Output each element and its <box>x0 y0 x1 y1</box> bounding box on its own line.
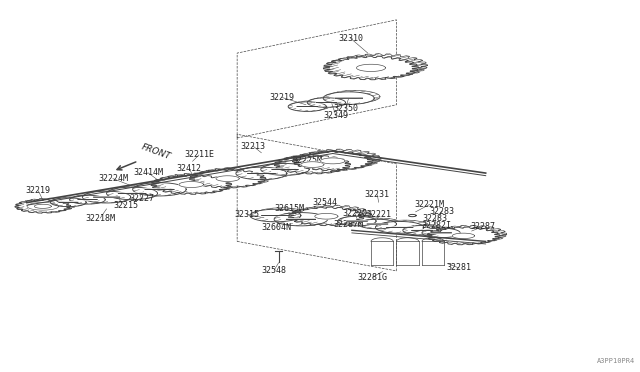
Polygon shape <box>300 149 381 169</box>
Polygon shape <box>280 211 333 224</box>
Text: 32350: 32350 <box>333 104 358 113</box>
Polygon shape <box>292 151 373 171</box>
Polygon shape <box>266 162 314 174</box>
Polygon shape <box>342 215 380 225</box>
Polygon shape <box>307 98 346 108</box>
Polygon shape <box>179 182 204 187</box>
Polygon shape <box>338 216 376 226</box>
Text: 32211E: 32211E <box>184 151 214 160</box>
Polygon shape <box>433 225 507 243</box>
Polygon shape <box>151 175 232 194</box>
Polygon shape <box>407 225 445 234</box>
Text: 32315: 32315 <box>234 210 259 219</box>
Polygon shape <box>256 208 307 220</box>
Text: 32414M: 32414M <box>133 168 163 177</box>
Polygon shape <box>132 183 186 196</box>
Text: 32287M: 32287M <box>333 220 364 229</box>
Polygon shape <box>315 214 338 219</box>
Text: 32544: 32544 <box>312 199 337 208</box>
Text: 32220: 32220 <box>342 209 367 218</box>
Text: 32310: 32310 <box>338 34 363 43</box>
Polygon shape <box>196 168 273 186</box>
Text: FRONT: FRONT <box>140 142 172 161</box>
Polygon shape <box>70 195 105 204</box>
Polygon shape <box>362 218 401 228</box>
Text: 32283: 32283 <box>430 206 455 216</box>
Polygon shape <box>51 198 86 207</box>
Polygon shape <box>88 190 136 202</box>
Polygon shape <box>35 204 51 208</box>
Polygon shape <box>288 102 326 112</box>
Polygon shape <box>427 227 500 245</box>
Text: 32287: 32287 <box>470 222 495 231</box>
Text: 32213: 32213 <box>241 142 266 151</box>
Polygon shape <box>250 209 301 222</box>
Polygon shape <box>189 169 266 188</box>
Text: 32604N: 32604N <box>262 223 292 232</box>
Polygon shape <box>329 90 380 103</box>
Polygon shape <box>274 212 328 226</box>
Text: 32218M: 32218M <box>85 214 115 222</box>
Polygon shape <box>422 228 460 238</box>
Polygon shape <box>321 158 345 164</box>
Polygon shape <box>452 233 474 238</box>
Polygon shape <box>138 181 192 195</box>
Polygon shape <box>282 154 358 172</box>
Polygon shape <box>106 187 157 200</box>
Polygon shape <box>301 162 324 167</box>
Polygon shape <box>356 64 385 71</box>
Text: 32227: 32227 <box>129 195 154 203</box>
Text: 32221M: 32221M <box>415 200 445 209</box>
Text: 32231: 32231 <box>365 190 390 199</box>
Polygon shape <box>292 101 330 110</box>
Text: 32221: 32221 <box>367 210 392 219</box>
Polygon shape <box>241 166 292 179</box>
Polygon shape <box>113 186 163 198</box>
Polygon shape <box>260 163 309 175</box>
Text: 32548: 32548 <box>262 266 287 275</box>
Polygon shape <box>158 173 239 193</box>
Polygon shape <box>332 54 428 77</box>
Polygon shape <box>288 207 364 225</box>
Polygon shape <box>426 227 464 237</box>
Polygon shape <box>20 198 76 212</box>
Polygon shape <box>323 92 374 105</box>
Polygon shape <box>323 56 419 80</box>
Polygon shape <box>296 205 372 224</box>
Polygon shape <box>15 199 70 213</box>
Text: 32412: 32412 <box>177 164 202 173</box>
Text: 32224M: 32224M <box>98 174 128 183</box>
Text: 32349: 32349 <box>323 111 348 121</box>
Text: 32281G: 32281G <box>357 273 387 282</box>
Polygon shape <box>83 191 131 203</box>
Text: 32225M: 32225M <box>292 155 323 165</box>
Text: 32615M: 32615M <box>275 203 305 213</box>
Text: 32215: 32215 <box>113 201 138 210</box>
Text: A3PP10PR4: A3PP10PR4 <box>597 358 636 365</box>
Text: 32281: 32281 <box>447 263 472 272</box>
Text: 32283: 32283 <box>422 214 447 223</box>
Polygon shape <box>376 221 424 233</box>
Text: 32282I: 32282I <box>421 221 451 230</box>
Polygon shape <box>54 197 90 206</box>
Text: 32219: 32219 <box>26 186 51 195</box>
Polygon shape <box>236 167 287 180</box>
Polygon shape <box>311 97 349 106</box>
Polygon shape <box>275 155 351 174</box>
Polygon shape <box>403 225 441 235</box>
Polygon shape <box>358 219 396 229</box>
Text: 32219: 32219 <box>269 93 294 102</box>
Polygon shape <box>216 176 239 182</box>
Polygon shape <box>381 220 429 232</box>
Polygon shape <box>73 194 109 203</box>
